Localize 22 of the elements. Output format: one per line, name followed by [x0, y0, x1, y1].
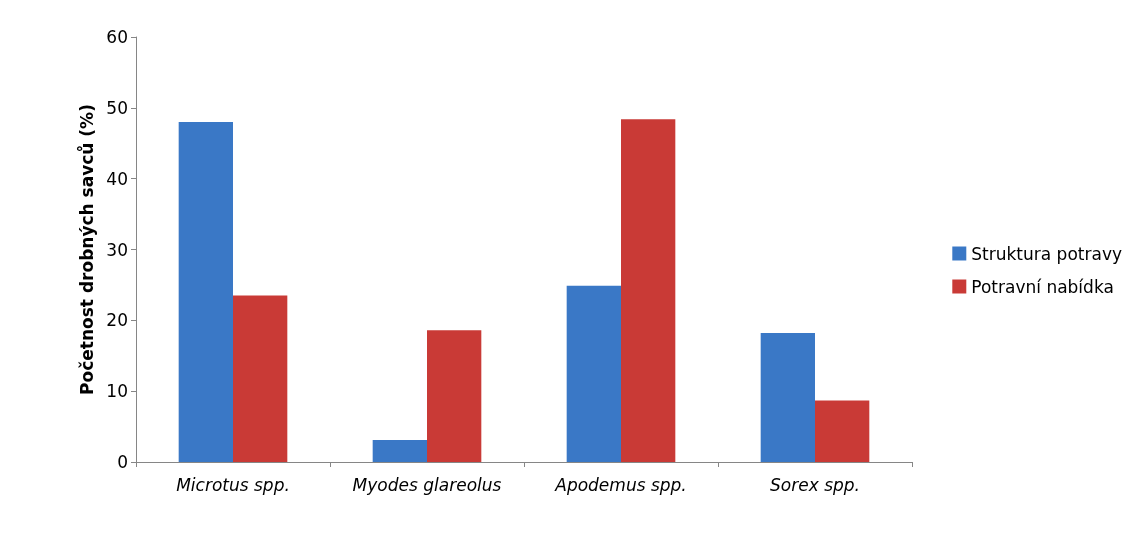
legend-label: Potravní nabídka [971, 276, 1114, 297]
bar [233, 295, 288, 462]
bar [178, 122, 233, 462]
y-tick-label: 40 [106, 168, 128, 189]
bar [815, 400, 870, 462]
y-tick-label: 20 [106, 310, 128, 331]
bar [372, 440, 427, 462]
x-tick-label: Myodes glareolus [352, 474, 502, 495]
legend-label: Struktura potravy [971, 243, 1122, 264]
x-tick-label: Apodemus spp. [554, 474, 687, 495]
bar [427, 330, 482, 462]
bar [566, 285, 621, 462]
y-tick-label: 10 [106, 381, 128, 402]
x-tick-label: Microtus spp. [176, 474, 290, 495]
y-tick-label: 60 [106, 27, 128, 47]
y-axis-title: Početnost drobných savců (%) [75, 104, 97, 395]
y-tick-label: 50 [106, 97, 128, 118]
y-tick-label: 0 [117, 452, 128, 472]
y-tick-label: 30 [106, 239, 128, 260]
x-tick-label: Sorex spp. [770, 474, 860, 495]
bar [621, 119, 676, 462]
bar [760, 333, 815, 462]
